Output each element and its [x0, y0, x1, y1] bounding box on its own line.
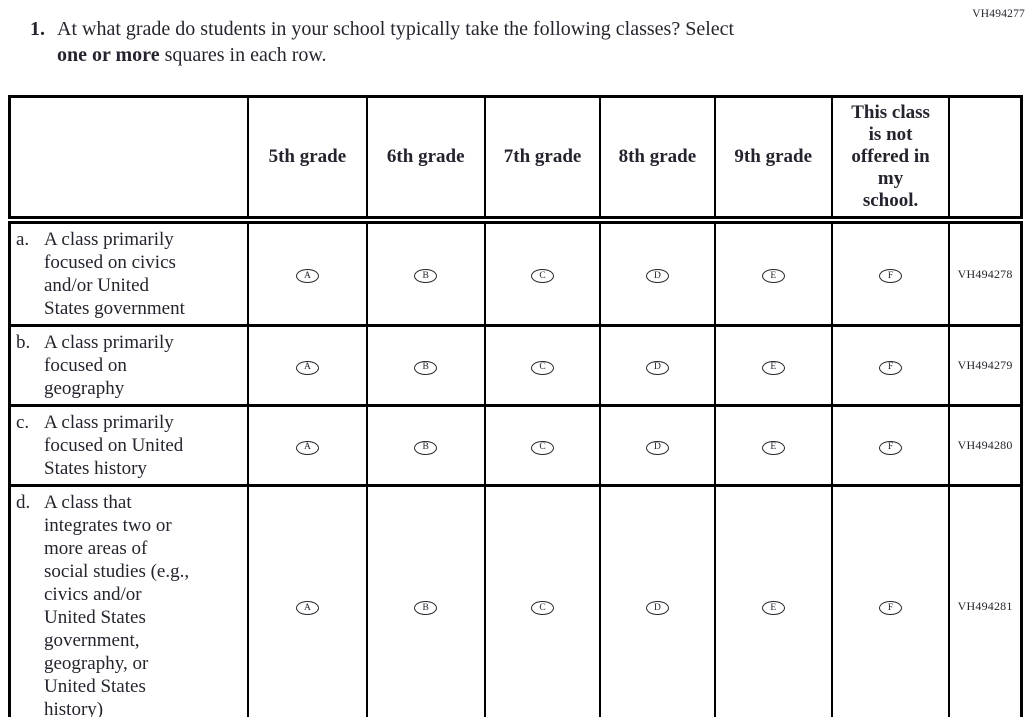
option-bubble-a[interactable]: A	[295, 601, 319, 616]
option-cell: E	[713, 219, 833, 327]
option-bubble-f[interactable]: F	[879, 360, 903, 375]
question-line-1: At what grade do students in your school…	[57, 18, 735, 40]
row-code: VH494280	[948, 404, 1023, 487]
option-cell: A	[247, 404, 368, 487]
option-cell: B	[365, 404, 486, 487]
header-empty-cell	[8, 95, 250, 224]
option-cell: D	[599, 219, 716, 327]
option-cell: C	[483, 484, 602, 717]
option-cell: C	[483, 324, 602, 407]
row-letter: b.	[16, 332, 31, 353]
option-bubble-d[interactable]: D	[645, 601, 669, 616]
question-text: At what grade do students in your school…	[57, 16, 734, 68]
header-cell-9th-grade: 9th grade	[713, 95, 833, 224]
option-bubble-d[interactable]: D	[645, 360, 669, 375]
option-cell: B	[365, 219, 486, 327]
option-cell: E	[713, 484, 833, 717]
question-line-2: one or more squares in each row.	[57, 42, 734, 68]
option-bubble-a[interactable]: A	[295, 440, 319, 455]
option-bubble-f[interactable]: F	[879, 601, 903, 616]
option-bubble-c[interactable]: C	[531, 269, 555, 284]
row-label: A class primarily focused on geography	[44, 332, 174, 399]
option-bubble-e[interactable]: E	[761, 601, 785, 616]
table-row-b: b. A class primarily focused on geograph…	[8, 324, 1023, 407]
row-label-cell: a. A class primarily focused on civics a…	[8, 219, 250, 327]
option-bubble-d[interactable]: D	[645, 269, 669, 284]
form-code: VH494277	[972, 8, 1025, 20]
option-cell: C	[483, 404, 602, 487]
grade-selection-table: 5th grade 6th grade 7th grade 8th grade …	[8, 95, 1023, 717]
option-bubble-b[interactable]: B	[414, 360, 438, 375]
header-cell-5th-grade: 5th grade	[247, 95, 368, 224]
row-label: A class primarily focused on United Stat…	[44, 412, 184, 479]
option-cell: E	[713, 404, 833, 487]
row-label-cell: c. A class primarily focused on United S…	[8, 404, 250, 487]
row-code: VH494279	[948, 324, 1023, 407]
table-row-d: d. A class that integrates two or more a…	[8, 484, 1023, 717]
option-bubble-c[interactable]: C	[531, 601, 555, 616]
option-cell: F	[830, 484, 951, 717]
option-cell: A	[247, 219, 368, 327]
option-cell: E	[713, 324, 833, 407]
option-bubble-f[interactable]: F	[879, 269, 903, 284]
option-bubble-b[interactable]: B	[414, 601, 438, 616]
option-bubble-e[interactable]: E	[761, 269, 785, 284]
option-bubble-f[interactable]: F	[879, 440, 903, 455]
row-label: A class that integrates two or more area…	[44, 492, 190, 717]
header-cell-not-offered: This class is not offered in my school.	[830, 95, 951, 224]
row-label-cell: b. A class primarily focused on geograph…	[8, 324, 250, 407]
question-number: 1.	[30, 18, 45, 40]
table-header-row: 5th grade 6th grade 7th grade 8th grade …	[8, 95, 1023, 224]
header-cell-8th-grade: 8th grade	[599, 95, 716, 224]
header-cell-7th-grade: 7th grade	[483, 95, 602, 224]
option-cell: D	[599, 324, 716, 407]
option-bubble-b[interactable]: B	[414, 440, 438, 455]
option-cell: A	[247, 324, 368, 407]
option-bubble-c[interactable]: C	[531, 360, 555, 375]
table-row-a: a. A class primarily focused on civics a…	[8, 219, 1023, 327]
option-bubble-e[interactable]: E	[761, 360, 785, 375]
header-empty-code-cell	[948, 95, 1023, 224]
option-cell: F	[830, 404, 951, 487]
row-letter: d.	[16, 492, 31, 513]
row-letter: c.	[16, 412, 30, 433]
option-cell: D	[599, 404, 716, 487]
header-cell-6th-grade: 6th grade	[365, 95, 486, 224]
option-cell: F	[830, 324, 951, 407]
row-letter: a.	[16, 229, 30, 250]
option-bubble-a[interactable]: A	[295, 360, 319, 375]
option-cell: C	[483, 219, 602, 327]
option-cell: B	[365, 484, 486, 717]
option-bubble-e[interactable]: E	[761, 440, 785, 455]
row-label: A class primarily focused on civics and/…	[44, 229, 185, 319]
option-cell: A	[247, 484, 368, 717]
question-line-2-rest: squares in each row.	[159, 44, 327, 66]
option-bubble-a[interactable]: A	[295, 269, 319, 284]
option-cell: D	[599, 484, 716, 717]
row-code: VH494278	[948, 219, 1023, 327]
option-cell: F	[830, 219, 951, 327]
option-bubble-b[interactable]: B	[414, 269, 438, 284]
option-cell: B	[365, 324, 486, 407]
row-label-cell: d. A class that integrates two or more a…	[8, 484, 250, 717]
question-bold-phrase: one or more	[57, 44, 160, 66]
question-block: 1. At what grade do students in your sch…	[30, 16, 960, 68]
option-bubble-d[interactable]: D	[645, 440, 669, 455]
table-row-c: c. A class primarily focused on United S…	[8, 404, 1023, 487]
row-code: VH494281	[948, 484, 1023, 717]
option-bubble-c[interactable]: C	[531, 440, 555, 455]
